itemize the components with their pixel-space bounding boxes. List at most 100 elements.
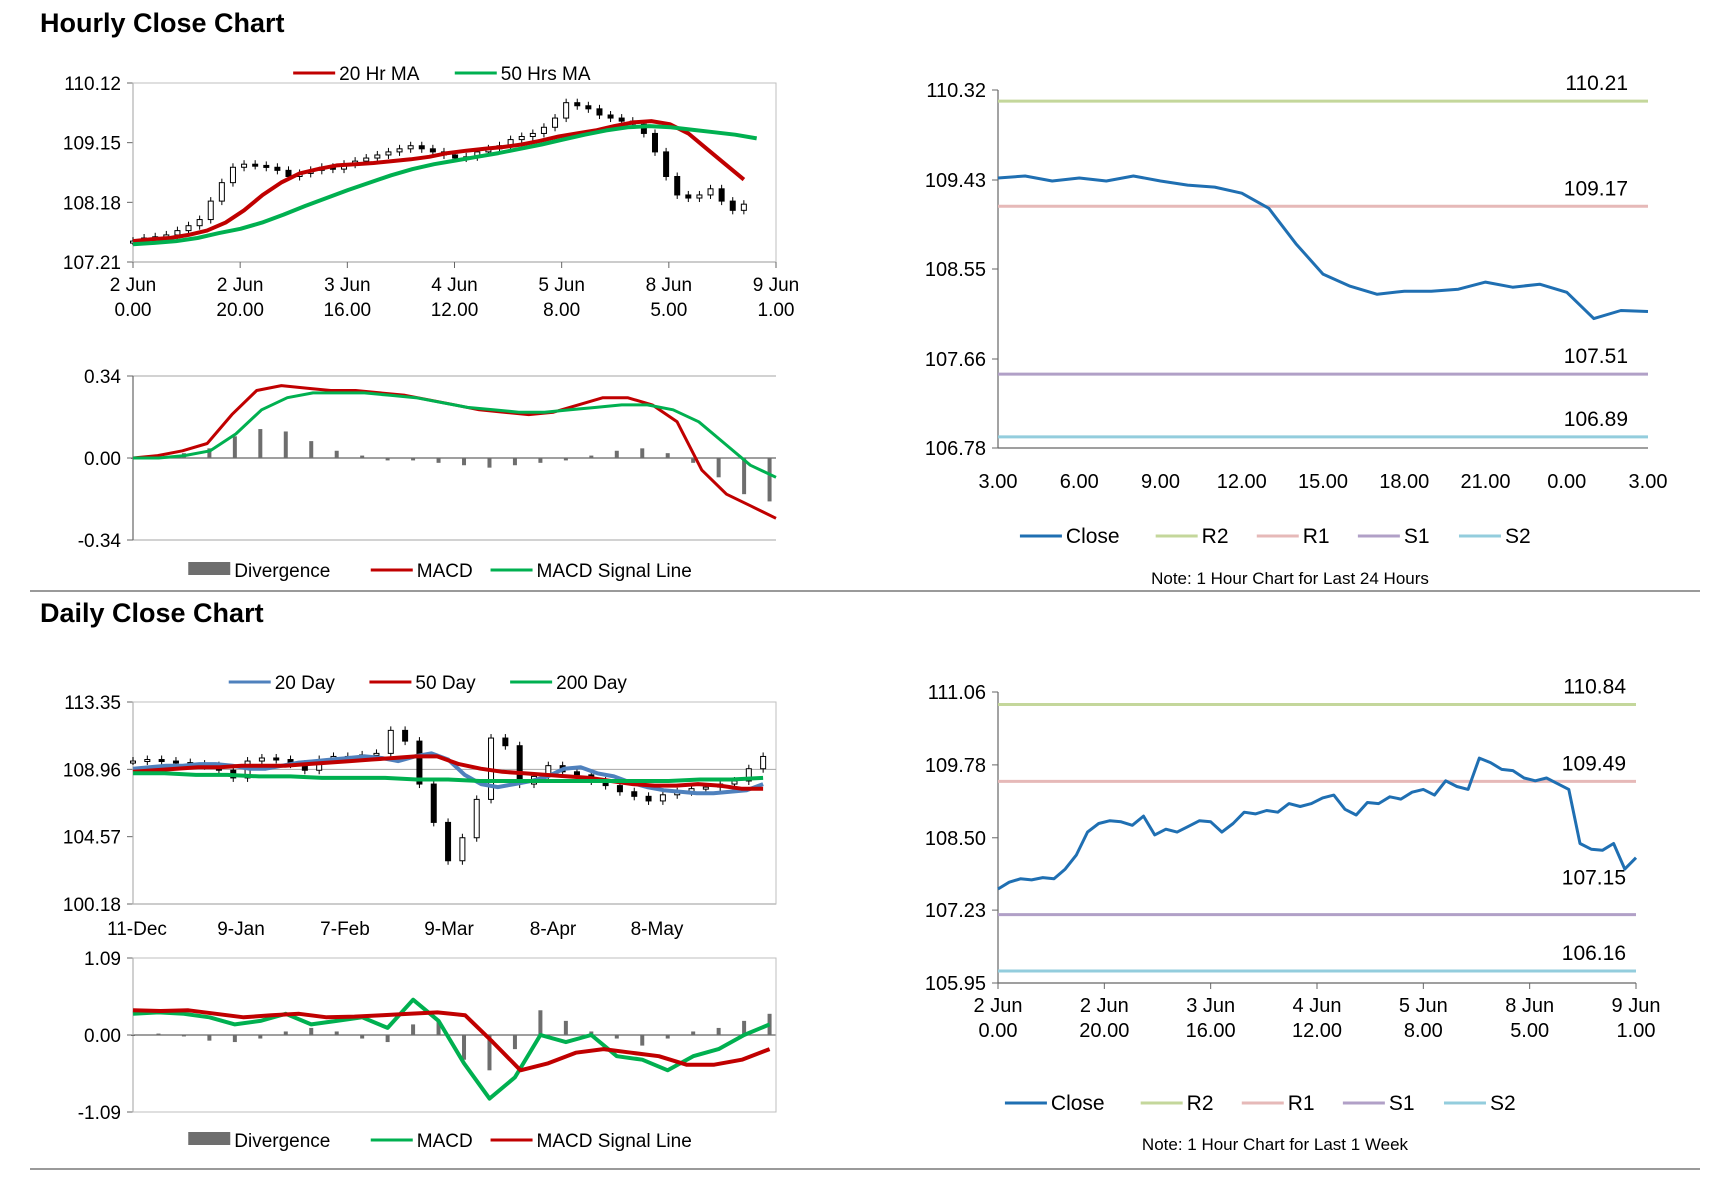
x-tick-label: 4 Jun [1293, 995, 1342, 1017]
legend-swatch [188, 562, 231, 575]
plot-border [132, 82, 777, 263]
candle [416, 740, 423, 785]
level-label-r2: 110.84 [1563, 676, 1626, 699]
divergence-bar [283, 1031, 288, 1035]
level-label-s2: 106.16 [1562, 942, 1626, 965]
x-tick-label: 9.00 [1141, 471, 1180, 493]
candle [685, 194, 692, 199]
candle [373, 752, 380, 756]
x-tick-label: 16.00 [1186, 1020, 1236, 1042]
divergence-bar [334, 1031, 339, 1035]
y-tick-label: 104.57 [63, 828, 121, 849]
x-tick-label: 20.00 [1079, 1020, 1129, 1042]
candle [263, 164, 270, 168]
daily-price-chart: 113.35 108.96 104.57 100.18 11-Dec 9-Jan 7-Feb… [63, 673, 777, 940]
signal-line [133, 391, 777, 479]
y-tick-label: 110.12 [64, 74, 121, 95]
x-tick-label: 8-Apr [530, 919, 577, 940]
candle [760, 755, 767, 770]
x-tick-label: 2 Jun [217, 275, 263, 296]
candle [702, 786, 709, 790]
legend-label: R1 [1303, 525, 1330, 548]
level-label-r1: 109.17 [1564, 177, 1628, 200]
y-tick-label: 107.23 [925, 900, 986, 922]
y-tick-label: 110.32 [926, 80, 986, 102]
legend-label: Divergence [234, 1131, 330, 1152]
legend-label: S1 [1404, 525, 1430, 548]
divergence-bar [716, 1027, 721, 1035]
candle [696, 194, 703, 199]
candle [229, 166, 236, 184]
x-tick-label: 9-Jan [217, 919, 265, 940]
y-tick-label: 0.34 [84, 367, 121, 388]
divergence-bar [614, 1035, 619, 1039]
chart-note: Note: 1 Hour Chart for Last 24 Hours [1151, 569, 1429, 588]
candle [659, 794, 666, 802]
divergence-bar [258, 429, 263, 458]
x-tick-label: 9 Jun [753, 275, 799, 296]
divergence-bar [207, 448, 212, 458]
candle [640, 123, 647, 134]
hourly-section-title: Hourly Close Chart [40, 8, 285, 38]
candle [218, 182, 225, 202]
candle [529, 132, 536, 138]
divergence-bar [360, 1035, 365, 1039]
hourly-24h-chart: 110.32 109.43 108.55 107.66 106.78 3.00 6.00 9.… [925, 72, 1668, 588]
divergence-bar [614, 450, 619, 458]
candle [258, 757, 265, 762]
divergence-bar [640, 1035, 645, 1046]
divergence-bar [334, 450, 339, 458]
legend-label: Divergence [234, 561, 330, 582]
divergence-bar [156, 1033, 161, 1035]
hourly-macd-chart: 0.34 0.00 -0.34 Divergence MACD MACD Signal L… [78, 367, 777, 582]
legend-label: MACD [417, 561, 473, 582]
macd-line [132, 997, 771, 1101]
divergence-bar [411, 1024, 416, 1035]
level-label-s1: 107.51 [1564, 345, 1628, 368]
divergence-bar [716, 458, 721, 478]
divergence-bar [538, 458, 543, 463]
divergence-bar [411, 458, 416, 461]
y-tick-label: 109.78 [925, 755, 986, 777]
legend-label: R2 [1187, 1092, 1214, 1115]
candle [387, 729, 394, 754]
candle [707, 188, 714, 196]
y-tick-label: 105.95 [925, 973, 986, 995]
x-tick-label: 12.00 [1217, 471, 1267, 493]
divergence-bar [462, 1035, 467, 1060]
candle [631, 791, 638, 797]
divergence-bar [512, 1035, 517, 1050]
divergence-bar [640, 448, 645, 458]
legend-label: 20 Day [275, 673, 336, 694]
divergence-bar [385, 458, 390, 461]
x-tick-label: 21.00 [1460, 471, 1510, 493]
legend-label: 200 Day [556, 673, 627, 694]
x-tick-label: 8.00 [1404, 1020, 1443, 1042]
candle [618, 117, 625, 122]
candle [158, 759, 165, 763]
candle [616, 785, 623, 793]
level-label-r2: 110.21 [1565, 72, 1628, 95]
divergence-bar [742, 458, 747, 495]
x-tick-label: 8.00 [543, 300, 580, 321]
legend-label: S2 [1490, 1092, 1516, 1115]
x-tick-label: 5.00 [1510, 1020, 1549, 1042]
divergence-bar [665, 1035, 670, 1039]
divergence-bar [487, 458, 492, 468]
candle [663, 151, 670, 177]
x-tick-label: 0.00 [1547, 471, 1586, 493]
ma50-line [132, 124, 758, 247]
candle [674, 175, 681, 196]
x-tick-label: 5 Jun [538, 275, 584, 296]
candle [385, 151, 392, 156]
divergence-bar [131, 1035, 135, 1036]
x-tick-label: 3.00 [979, 471, 1018, 493]
y-tick-label: 108.18 [63, 193, 121, 214]
candle [207, 200, 214, 221]
candle [645, 795, 652, 802]
divergence-bar [181, 1035, 186, 1037]
legend-label: R2 [1202, 525, 1229, 548]
x-tick-label: 1.00 [1617, 1020, 1656, 1042]
y-tick-label: 107.66 [925, 349, 986, 371]
divergence-bar [563, 458, 568, 461]
